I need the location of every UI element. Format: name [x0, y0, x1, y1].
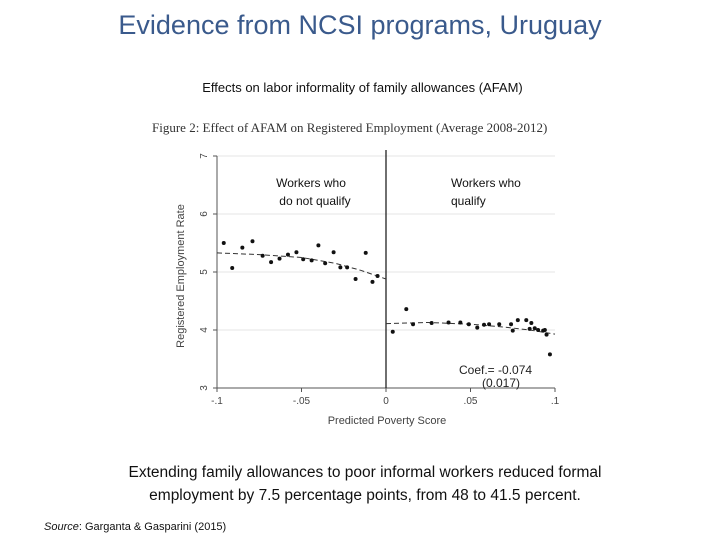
- data-points: [221, 239, 552, 357]
- fit-line-series-2: [385, 321, 556, 335]
- y-tick-label: 4: [199, 327, 210, 333]
- data-point-series-1: [370, 279, 375, 284]
- data-point-series-2: [429, 321, 434, 326]
- data-point-series-1: [363, 250, 368, 255]
- data-point-series-1: [250, 239, 255, 244]
- data-point-series-2: [458, 320, 463, 325]
- source-label: Source: [44, 521, 79, 533]
- y-tick-label: 5: [199, 269, 210, 275]
- ticks: 3 4 5 6 7 -.1 -.05 0 .05 .1: [199, 153, 560, 407]
- y-axis-title: Registered Employment Rate: [175, 204, 187, 348]
- data-point-series-2: [524, 318, 529, 323]
- data-point-series-2: [529, 321, 534, 326]
- data-point-series-2: [542, 328, 547, 332]
- x-tick-label: -.05: [293, 396, 311, 407]
- x-tick-label: .05: [464, 396, 478, 407]
- data-point-series-1: [353, 276, 358, 281]
- data-point-series-2: [482, 322, 487, 327]
- standard-error-annotation: (0.017): [482, 376, 520, 390]
- data-point-series-1: [301, 257, 306, 262]
- y-tick-label: 7: [199, 153, 210, 159]
- region-label-right-line1: Workers who: [451, 176, 521, 190]
- data-point-series-1: [309, 258, 314, 263]
- coefficient-annotation: Coef.= -0.074: [459, 363, 532, 377]
- region-label-right-line2: qualify: [451, 194, 486, 208]
- data-point-series-1: [338, 265, 343, 270]
- data-point-series-2: [547, 352, 552, 357]
- data-point-series-1: [277, 256, 282, 261]
- y-tick-label: 3: [199, 385, 210, 391]
- source-citation: Source: Garganta & Gasparini (2015): [44, 521, 226, 533]
- fit-lines: [216, 252, 556, 335]
- data-point-series-2: [487, 322, 492, 327]
- data-point-series-1: [230, 265, 235, 270]
- source-text: : Garganta & Gasparini (2015): [78, 521, 227, 533]
- data-point-series-2: [466, 322, 471, 327]
- figure-caption: Figure 2: Effect of AFAM on Registered E…: [152, 120, 548, 135]
- data-point-series-1: [294, 250, 299, 255]
- data-point-series-2: [532, 326, 537, 331]
- data-point-series-1: [345, 265, 350, 270]
- data-point-series-1: [240, 245, 245, 250]
- region-label-left-line2: do not qualify: [279, 194, 350, 208]
- data-point-series-2: [390, 329, 395, 334]
- data-point-series-2: [536, 328, 541, 332]
- x-tick-label: -.1: [211, 396, 223, 407]
- x-tick-label: .1: [551, 396, 560, 407]
- data-point-series-2: [527, 326, 532, 331]
- slide-title: Evidence from NCSI programs, Uruguay: [118, 10, 602, 40]
- chart-subtitle: Effects on labor informality of family a…: [202, 80, 523, 95]
- takeaway-line-2: employment by 7.5 percentage points, fro…: [149, 487, 581, 504]
- rdd-chart-svg: 3 4 5 6 7 -.1 -.05 0 .05 .1 Registered Employment…: [175, 150, 560, 427]
- y-tick-label: 6: [199, 211, 210, 217]
- takeaway-line-1: Extending family allowances to poor info…: [128, 464, 602, 481]
- data-point-series-2: [404, 307, 409, 312]
- data-point-series-1: [375, 274, 380, 279]
- data-point-series-1: [323, 261, 328, 266]
- x-axis-title: Predicted Poverty Score: [328, 415, 447, 427]
- data-point-series-2: [510, 328, 515, 333]
- region-label-left-line1: Workers who: [276, 176, 346, 190]
- data-point-series-1: [269, 260, 274, 265]
- data-point-series-2: [446, 320, 451, 325]
- data-point-series-2: [475, 325, 480, 330]
- takeaway-text: Extending family allowances to poor info…: [60, 461, 670, 507]
- data-point-series-2: [509, 322, 514, 327]
- data-point-series-2: [515, 318, 520, 323]
- data-point-series-1: [260, 253, 265, 258]
- data-point-series-2: [544, 332, 549, 337]
- data-point-series-1: [316, 243, 321, 248]
- data-point-series-2: [411, 322, 416, 327]
- data-point-series-2: [497, 322, 502, 327]
- fit-line-series-1: [216, 252, 387, 280]
- data-point-series-1: [331, 250, 336, 255]
- rdd-chart: 3 4 5 6 7 -.1 -.05 0 .05 .1 Registered Employment…: [163, 140, 574, 438]
- data-point-series-1: [285, 252, 290, 257]
- data-point-series-1: [221, 241, 226, 245]
- x-tick-label: 0: [383, 396, 389, 407]
